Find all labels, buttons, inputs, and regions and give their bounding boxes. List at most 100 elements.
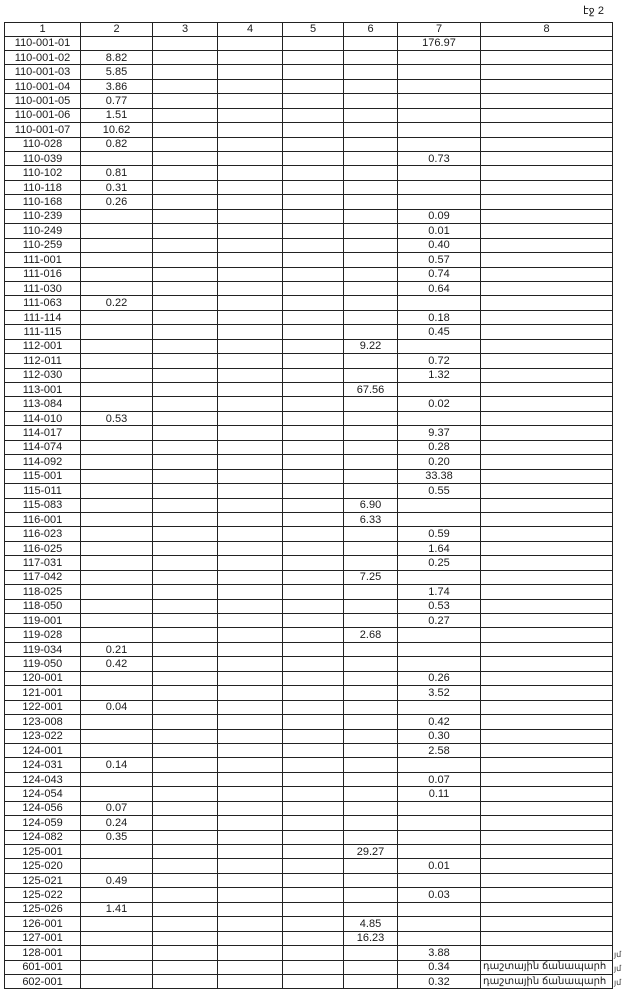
column-header: 3 — [152, 22, 218, 37]
table-cell — [282, 410, 344, 427]
table-row: 124-054 0.11 — [4, 786, 613, 802]
row-code-cell: 113-084 — [4, 396, 81, 412]
table-cell — [152, 237, 218, 254]
table-cell — [397, 930, 481, 947]
table-cell — [282, 165, 344, 181]
table-cell — [152, 800, 218, 817]
table-cell — [217, 324, 283, 340]
table-cell — [152, 757, 218, 773]
table-cell — [152, 930, 218, 947]
table-cell — [217, 670, 283, 687]
table-cell — [217, 49, 283, 66]
table-cell: 0.59 — [397, 526, 481, 542]
table-cell — [480, 179, 613, 196]
table-cell — [282, 641, 344, 658]
table-cell — [282, 252, 344, 268]
table-cell — [152, 367, 218, 384]
table-cell — [397, 107, 481, 124]
row-code-cell: 110-001-04 — [4, 78, 81, 95]
table-cell — [480, 540, 613, 557]
table-cell — [343, 208, 398, 225]
table-cell — [217, 468, 283, 485]
table-cell: 0.55 — [397, 483, 481, 499]
table-cell — [80, 627, 153, 643]
table-cell — [397, 122, 481, 138]
table-row: 602-001 0.32 դաշտային ճանապարհ — [4, 973, 613, 990]
table-cell — [397, 194, 481, 210]
table-cell — [343, 584, 398, 600]
table-cell — [152, 959, 218, 975]
table-row: 601-001 0.34 դաշտային ճանապարհ — [4, 959, 613, 975]
table-cell — [343, 266, 398, 282]
table-cell — [80, 540, 153, 557]
table-row: 111-114 0.18 — [4, 309, 613, 326]
table-cell — [282, 771, 344, 788]
table-row: 116-001 6.33 — [4, 511, 613, 528]
table-cell: 2.68 — [343, 627, 398, 643]
table-row: 116-025 1.64 — [4, 540, 613, 557]
table-cell — [152, 309, 218, 326]
table-row: 125-026 1.41 — [4, 901, 613, 918]
table-cell — [343, 526, 398, 542]
column-header: 4 — [217, 22, 283, 37]
table-cell — [282, 742, 344, 759]
table-cell — [152, 771, 218, 788]
table-cell — [282, 540, 344, 557]
row-code-cell: 115-011 — [4, 483, 81, 499]
table-cell — [343, 685, 398, 701]
table-cell — [343, 945, 398, 961]
table-cell — [282, 887, 344, 903]
table-cell: դաշտային ճանապարհ — [480, 973, 613, 990]
table-row: 111-001 0.57 — [4, 252, 613, 268]
row-code-cell: 125-001 — [4, 843, 81, 860]
table-cell: 0.82 — [80, 136, 153, 153]
table-cell — [343, 858, 398, 874]
table-row: 110-102 0.81 — [4, 165, 613, 181]
table-cell — [282, 266, 344, 282]
table-cell — [343, 800, 398, 817]
table-cell — [80, 973, 153, 990]
table-cell: 0.01 — [397, 858, 481, 874]
table-cell — [152, 165, 218, 181]
table-cell: 3.52 — [397, 685, 481, 701]
table-cell — [217, 381, 283, 398]
table-cell — [480, 49, 613, 66]
table-cell: 0.57 — [397, 252, 481, 268]
table-cell — [343, 49, 398, 66]
table-cell — [152, 569, 218, 586]
table-cell — [152, 685, 218, 701]
table-cell: 0.49 — [80, 872, 153, 889]
table-cell — [80, 685, 153, 701]
table-cell — [217, 757, 283, 773]
table-cell — [480, 627, 613, 643]
table-cell: 10.62 — [80, 122, 153, 138]
table-cell — [80, 598, 153, 615]
table-cell — [282, 843, 344, 860]
table-cell — [152, 612, 218, 629]
table-cell — [343, 93, 398, 109]
table-row: 118-025 1.74 — [4, 584, 613, 600]
table-cell — [80, 742, 153, 759]
table-cell — [480, 338, 613, 355]
table-cell — [80, 324, 153, 340]
table-cell — [480, 93, 613, 109]
table-cell — [152, 179, 218, 196]
table-row: 120-001 0.26 — [4, 670, 613, 687]
table-cell — [480, 685, 613, 701]
table-cell — [80, 728, 153, 744]
table-cell — [152, 78, 218, 95]
table-cell — [397, 338, 481, 355]
table-row: 112-030 1.32 — [4, 367, 613, 384]
table-cell — [152, 35, 218, 51]
table-cell — [217, 454, 283, 470]
table-cell — [343, 742, 398, 759]
table-cell — [217, 252, 283, 268]
table-cell — [480, 309, 613, 326]
table-cell — [282, 35, 344, 51]
table-cell — [480, 742, 613, 759]
table-cell — [217, 728, 283, 744]
table-cell — [397, 179, 481, 196]
table-cell — [343, 641, 398, 658]
table-cell — [480, 656, 613, 672]
table-cell — [343, 194, 398, 210]
